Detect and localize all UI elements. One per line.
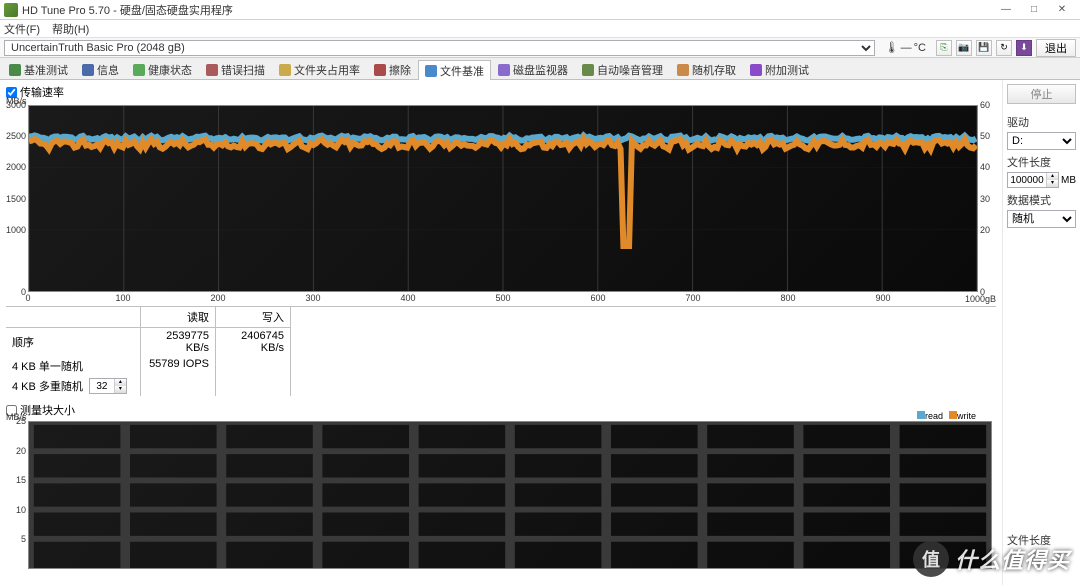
tab-附加测试[interactable]: 附加测试 — [743, 59, 816, 79]
block-size-section: 测量块大小 MB/s readwrite 252015105 — [6, 402, 996, 581]
window-controls: — □ ✕ — [992, 1, 1076, 19]
chart-canvas-2 — [28, 421, 992, 569]
right-panel: 停止 驱动 D: 文件长度 ▴▾ MB 数据模式 随机 文件长度 — [1002, 80, 1080, 585]
app-icon — [4, 3, 18, 17]
minimize-button[interactable]: — — [992, 1, 1020, 19]
tab-icon — [582, 64, 594, 76]
tab-信息[interactable]: 信息 — [75, 59, 126, 79]
device-select[interactable]: UncertainTruth Basic Pro (2048 gB) — [4, 40, 875, 56]
queue-depth-spinner[interactable]: ▴▾ — [89, 378, 127, 394]
tab-健康状态[interactable]: 健康状态 — [126, 59, 199, 79]
window-title: HD Tune Pro 5.70 - 硬盘/固态硬盘实用程序 — [22, 2, 992, 18]
tab-随机存取[interactable]: 随机存取 — [670, 59, 743, 79]
tab-错误扫描[interactable]: 错误扫描 — [199, 59, 272, 79]
block-size-checkbox[interactable]: 测量块大小 — [6, 402, 996, 418]
write-header: 写入 — [216, 307, 291, 327]
menu-file[interactable]: 文件(F) — [4, 21, 40, 37]
title-bar: HD Tune Pro 5.70 - 硬盘/固态硬盘实用程序 — □ ✕ — [0, 0, 1080, 20]
exit-button[interactable]: 退出 — [1036, 39, 1076, 57]
chart-legend: readwrite — [917, 411, 976, 421]
tab-icon — [374, 64, 386, 76]
result-row: 4 KB 单一随机 55789 IOPS — [6, 356, 291, 376]
tab-文件夹占用率[interactable]: 文件夹占用率 — [272, 59, 367, 79]
save-icon[interactable]: 💾 — [976, 40, 992, 56]
tab-bar: 基准测试信息健康状态错误扫描文件夹占用率擦除文件基准磁盘监视器自动噪音管理随机存… — [0, 58, 1080, 80]
download-icon[interactable]: ⬇ — [1016, 40, 1032, 56]
stop-button[interactable]: 停止 — [1007, 84, 1076, 104]
maximize-button[interactable]: □ — [1020, 1, 1048, 19]
y-axis-right: 60504030200 — [978, 105, 996, 292]
tab-icon — [677, 64, 689, 76]
close-button[interactable]: ✕ — [1048, 1, 1076, 19]
block-size-chart: MB/s readwrite 252015105 — [6, 421, 996, 581]
tab-icon — [82, 64, 94, 76]
transfer-rate-checkbox[interactable]: 传输速率 — [6, 84, 996, 100]
tab-icon — [425, 65, 437, 77]
file-length-spinner[interactable]: ▴▾ — [1007, 172, 1059, 188]
tab-icon — [498, 64, 510, 76]
tab-icon — [206, 64, 218, 76]
thermometer-icon: 🌡 — [885, 41, 899, 54]
tab-文件基准[interactable]: 文件基准 — [418, 60, 491, 80]
refresh-icon[interactable]: ↻ — [996, 40, 1012, 56]
tab-磁盘监视器[interactable]: 磁盘监视器 — [491, 59, 575, 79]
tab-icon — [750, 64, 762, 76]
tab-自动噪音管理[interactable]: 自动噪音管理 — [575, 59, 670, 79]
content-area: 传输速率 MB/s 300025002000150010000 60504030… — [0, 80, 1080, 585]
menu-bar: 文件(F) 帮助(H) — [0, 20, 1080, 38]
chart-canvas — [28, 105, 978, 292]
tab-icon — [279, 64, 291, 76]
drive-label: 驱动 — [1007, 114, 1076, 130]
copy-icon[interactable]: ⎘ — [936, 40, 952, 56]
transfer-rate-chart: MB/s 300025002000150010000 60504030200 0… — [6, 105, 996, 304]
file-length-label: 文件长度 — [1007, 154, 1076, 170]
x-axis: 0100200300400500600700800900 — [28, 293, 978, 304]
read-header: 读取 — [141, 307, 216, 327]
data-mode-select[interactable]: 随机 — [1007, 210, 1076, 228]
screenshot-icon[interactable]: 📷 — [956, 40, 972, 56]
menu-help[interactable]: 帮助(H) — [52, 21, 89, 37]
tab-擦除[interactable]: 擦除 — [367, 59, 418, 79]
results-table: 读取 写入 顺序 2539775 KB/s 2406745 KB/s 4 KB … — [6, 306, 996, 396]
y-axis-left-2: 252015105 — [6, 421, 28, 569]
tab-icon — [133, 64, 145, 76]
tab-基准测试[interactable]: 基准测试 — [2, 59, 75, 79]
temperature-display: 🌡 — °C — [879, 41, 932, 54]
y-axis-left: 300025002000150010000 — [6, 105, 28, 292]
tab-icon — [9, 64, 21, 76]
drive-select[interactable]: D: — [1007, 132, 1076, 150]
device-toolbar: UncertainTruth Basic Pro (2048 gB) 🌡 — °… — [0, 38, 1080, 58]
data-mode-label: 数据模式 — [1007, 192, 1076, 208]
left-panel: 传输速率 MB/s 300025002000150010000 60504030… — [0, 80, 1002, 585]
result-row: 顺序 2539775 KB/s 2406745 KB/s — [6, 328, 291, 356]
result-row: 4 KB 多重随机▴▾ — [6, 376, 291, 396]
x-axis-unit: 1000gB — [965, 294, 996, 304]
file-length-label-2: 文件长度 — [1007, 532, 1076, 548]
